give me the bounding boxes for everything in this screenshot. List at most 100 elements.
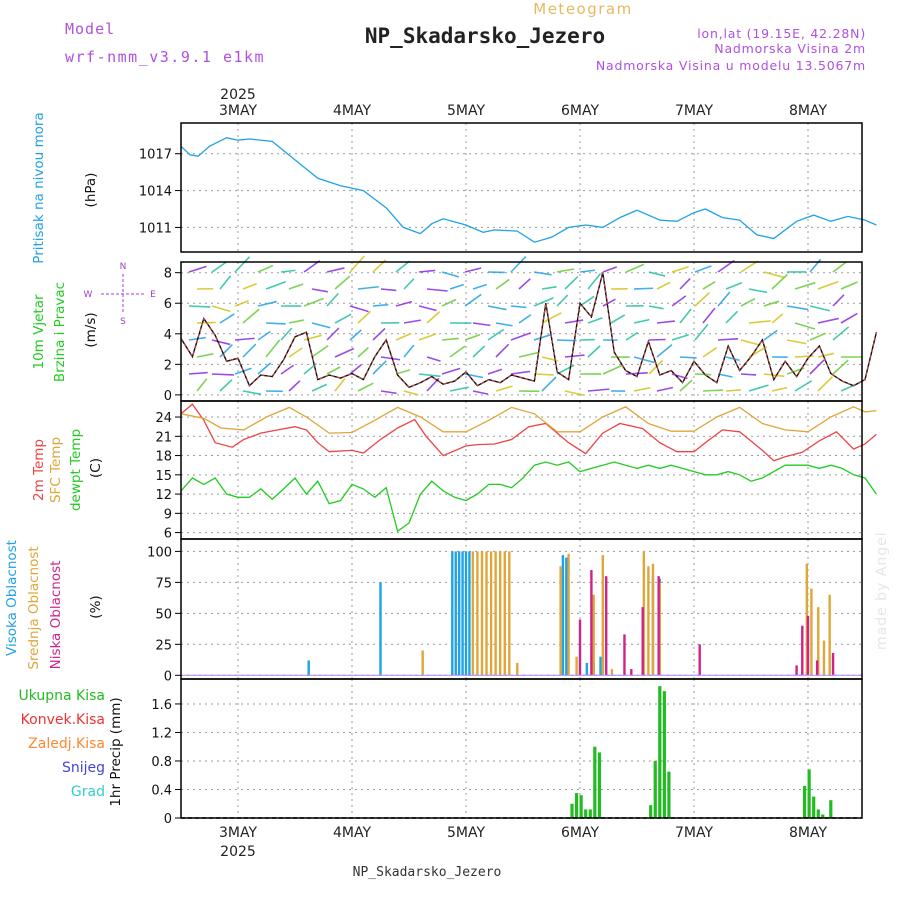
wind-barb [418, 269, 436, 273]
precipitation-bar [829, 800, 833, 818]
wind-barb [449, 345, 466, 358]
wind-barb [587, 345, 601, 358]
wind-barb [219, 313, 235, 324]
wind-barb [334, 275, 351, 290]
wind-barb [625, 331, 639, 341]
wind-barb [748, 320, 771, 324]
precip-legend-item: Grad [71, 784, 105, 800]
compass-s: S [120, 317, 126, 327]
wind-barb [288, 347, 303, 358]
wind-barb [564, 319, 584, 324]
precip-legend-item: Konvek.Kisa [21, 712, 105, 728]
clouds-bar [795, 665, 798, 676]
clouds-bar [567, 553, 570, 676]
wind-barb [234, 256, 251, 273]
wind-barb [541, 376, 557, 392]
wind-barb [372, 303, 389, 307]
wind-barb [832, 261, 848, 273]
wind-barb [602, 298, 616, 307]
clouds-bar [585, 662, 589, 676]
wind-ytick-label: 8 [164, 267, 172, 282]
wind-barb [380, 356, 401, 361]
wind-barb [311, 288, 329, 293]
pressure-ytick-label: 1017 [139, 148, 172, 163]
wind-barb [533, 334, 551, 341]
wind-ytick-label: 4 [164, 328, 172, 343]
wind-barb [403, 390, 419, 396]
wind-barb [518, 278, 531, 290]
grid-layer [181, 123, 862, 819]
wind-barb [702, 281, 716, 290]
cloud-axis-title-low: Niska Oblacnost [48, 561, 64, 670]
wind-barb [495, 385, 513, 392]
wind-barb [380, 390, 397, 395]
temp-axis-unit: (C) [88, 458, 104, 478]
temperature-ytick-label: 15 [155, 469, 172, 484]
wind-barb [671, 333, 689, 341]
wind-barb [265, 339, 281, 358]
wind-barb [679, 356, 697, 359]
wind-barb [587, 317, 603, 324]
wind-barb [395, 369, 411, 375]
pressure-axis-unit: (hPa) [83, 173, 99, 208]
wind-barb [487, 305, 507, 311]
wind-barb [602, 266, 618, 273]
wind-barb [349, 255, 365, 273]
wind-barb [472, 390, 489, 395]
day-label-bottom: 4MAY [333, 825, 371, 841]
clouds-bar [599, 656, 602, 676]
clouds-bar [307, 660, 310, 676]
wind-barb [188, 265, 207, 273]
wind-barb [702, 307, 716, 324]
day-label-bottom: 5MAY [447, 825, 485, 841]
wind-barb [625, 372, 648, 375]
clouds-bar [516, 662, 519, 676]
clouds-bar [461, 551, 464, 676]
clouds-bar [601, 555, 604, 676]
wind-barb [702, 347, 718, 358]
wind-barb [510, 332, 531, 341]
wind-barb [625, 263, 645, 273]
wind-axis-unit: (m/s) [83, 312, 99, 347]
wind-barb [656, 281, 671, 290]
wind-barb [257, 362, 272, 375]
wind-barb [809, 359, 825, 375]
wind-barb [648, 271, 666, 277]
wind-barb [449, 386, 469, 392]
wind-barb [311, 383, 328, 392]
wind-barb [771, 313, 784, 324]
wind-barb [242, 390, 262, 396]
day-label-bottom: 7MAY [675, 825, 713, 841]
wind-barb [579, 269, 596, 273]
wind-gust-marks [180, 272, 877, 388]
precipitation-bar [588, 809, 592, 818]
wind-barb [671, 265, 689, 273]
wind-barb [449, 283, 464, 290]
cloud-axis-title-high: Visoka Oblacnost [4, 540, 20, 656]
wind-barb [395, 260, 411, 273]
clouds-ytick-label: 75 [155, 576, 172, 591]
wind-barb [441, 271, 460, 278]
wind-barb [288, 380, 301, 392]
wind-barb [556, 294, 569, 307]
wind-barb [403, 278, 415, 290]
temperature-series-line [180, 406, 877, 434]
wind-barb [564, 354, 585, 358]
wind-barb [426, 288, 448, 292]
pressure-ytick-label: 1011 [139, 221, 172, 236]
precipitation-bar [593, 746, 597, 818]
clouds-bar [565, 557, 568, 676]
compass-e: E [150, 290, 156, 300]
wind-barb [717, 291, 731, 307]
wind-barb [679, 278, 691, 290]
wind-barb [441, 337, 459, 341]
precipitation-bar [802, 785, 807, 818]
temperature-ytick-label: 12 [155, 488, 172, 503]
wind-barb [763, 373, 785, 378]
wind-barb [771, 273, 788, 290]
wind-barb [809, 332, 827, 341]
wind-barb [518, 351, 539, 358]
clouds-bar [499, 551, 502, 676]
day-label-bottom: 6MAY [561, 825, 599, 841]
